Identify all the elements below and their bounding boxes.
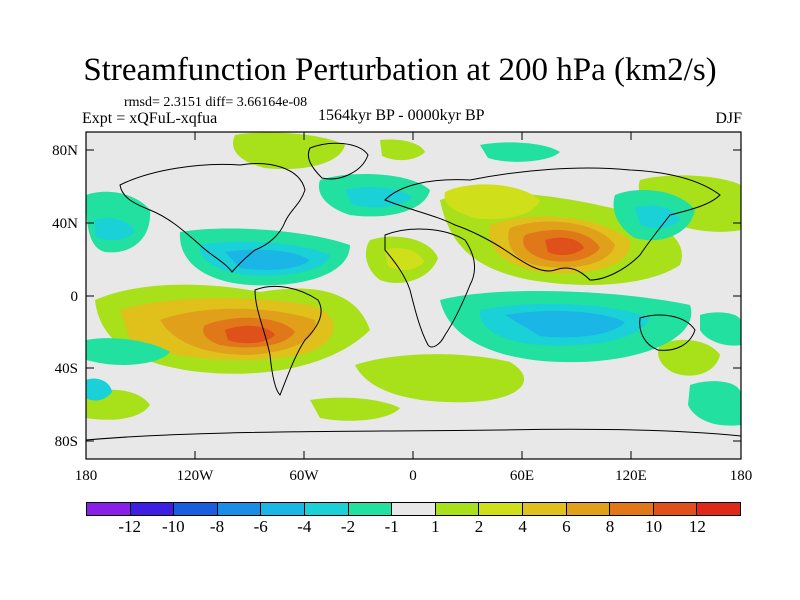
coastlines xyxy=(86,142,741,441)
colorbar-swatch xyxy=(435,503,480,515)
y-tick-label: 80S xyxy=(55,434,78,450)
colorbar-label: 2 xyxy=(474,517,484,536)
colorbar-label: -8 xyxy=(209,517,225,536)
y-tick-label: 40S xyxy=(55,361,78,377)
period-label: 1564kyr BP - 0000kyr BP xyxy=(318,107,485,124)
coast-north-america xyxy=(119,163,306,273)
figure-title: Streamfunction Perturbation at 200 hPa (… xyxy=(83,52,717,88)
coast-africa xyxy=(384,228,476,348)
field-antarctic-high xyxy=(310,397,400,421)
colorbar xyxy=(86,502,741,516)
coast-south-america xyxy=(254,285,322,396)
colorbar-swatch xyxy=(479,503,523,515)
field-carib-low-l3 xyxy=(225,249,310,270)
field-npole-low xyxy=(480,142,560,162)
field-cpac-low xyxy=(700,312,741,346)
field-contours xyxy=(86,132,741,426)
field-nafrica-high-2 xyxy=(385,248,424,271)
x-tick-label: 180 xyxy=(730,468,753,484)
colorbar-label: -6 xyxy=(253,517,268,536)
field-satl-high xyxy=(355,354,525,403)
colorbar-label: 10 xyxy=(645,517,663,536)
field-sw-low xyxy=(86,378,112,401)
colorbar-label: -4 xyxy=(297,517,312,536)
experiment-label: Expt = xQFuL-xqfua xyxy=(82,110,218,127)
colorbar-swatch xyxy=(87,503,131,515)
colorbar-swatch xyxy=(610,503,654,515)
colorbar-swatch xyxy=(217,503,262,515)
x-tick-label: 180 xyxy=(75,468,98,484)
colorbar-swatch xyxy=(653,503,698,515)
x-tick-label: 0 xyxy=(409,468,417,484)
coast-greenland xyxy=(307,142,369,180)
field-asia-high-l5 xyxy=(545,237,584,256)
y-tick-label: 0 xyxy=(71,289,79,305)
colorbar-label: 1 xyxy=(431,517,440,536)
field-npac-low-2 xyxy=(95,218,135,241)
field-me-high xyxy=(444,184,540,220)
colorbar-label: -10 xyxy=(161,517,185,536)
x-tick-label: 120E xyxy=(615,468,647,484)
colorbar-label: 6 xyxy=(562,517,571,536)
colorbar-label: -12 xyxy=(118,517,141,536)
colorbar-swatch xyxy=(348,503,393,515)
x-tick-label: 60W xyxy=(289,468,319,484)
colorbar-label: 12 xyxy=(688,517,706,536)
field-greenland-high xyxy=(380,139,425,161)
y-tick-label: 40N xyxy=(52,216,78,232)
colorbar-swatch xyxy=(130,503,175,515)
coast-australia xyxy=(639,314,696,351)
colorbar-swatch xyxy=(392,503,436,515)
axis-labels: 80N 40N 0 40S 80S 180 120W 60W 0 60E 120… xyxy=(52,143,752,484)
field-indoc-low-l3 xyxy=(505,310,625,338)
coast-europe-asia xyxy=(384,167,721,281)
colorbar-label: -1 xyxy=(384,517,399,536)
colorbar-swatch xyxy=(304,503,349,515)
field-easia-low-2 xyxy=(635,205,680,229)
colorbar-label: -2 xyxy=(340,517,356,536)
colorbar-swatch xyxy=(261,503,305,515)
colorbar-label: 4 xyxy=(518,517,527,536)
field-spac-low xyxy=(86,338,170,365)
colorbar-swatch xyxy=(522,503,567,515)
field-soc-low xyxy=(688,381,741,426)
field-sa-high-l5 xyxy=(225,325,275,344)
stats-label: rmsd= 2.3151 diff= 3.66164e-08 xyxy=(124,95,308,110)
field-arctic-high xyxy=(233,132,345,170)
y-tick-label: 80N xyxy=(52,143,78,159)
coast-antarctica xyxy=(86,428,741,441)
colorbar-swatch xyxy=(174,503,218,515)
x-tick-label: 60E xyxy=(510,468,534,484)
colorbar-label: 8 xyxy=(605,517,615,536)
axis-ticks xyxy=(85,132,742,459)
colorbar-swatch xyxy=(697,503,740,515)
season-label: DJF xyxy=(715,110,742,127)
colorbar-swatch xyxy=(566,503,611,515)
x-tick-label: 120W xyxy=(177,468,215,484)
